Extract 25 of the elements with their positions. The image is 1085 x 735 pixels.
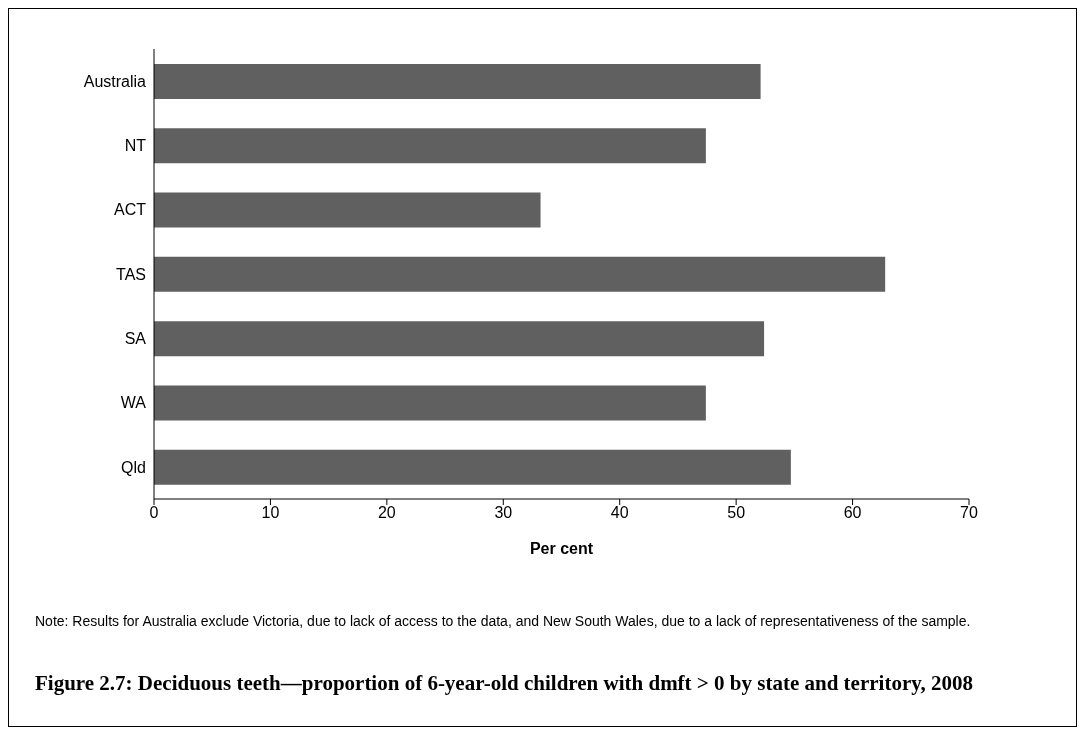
text: Note: Results for Australia exclude Victoria, due to lack of access to the data, and New South Wales, due to a lack of representativeness of the sample.	[35, 612, 972, 631]
x-tick-label: 30	[494, 504, 513, 522]
x-tick-label: 50	[727, 504, 746, 522]
y-tick-label: NT	[124, 137, 147, 155]
x-axis-title: Per cent	[529, 540, 594, 557]
bar	[154, 128, 706, 164]
x-tick-label: 10	[261, 504, 280, 522]
y-tick-label: Qld	[121, 458, 146, 476]
y-tick-label: SA	[124, 329, 147, 347]
bar	[154, 256, 886, 292]
x-tick-label: 60	[843, 504, 862, 522]
bar	[154, 385, 706, 421]
x-tick-label: 20	[377, 504, 396, 522]
bar	[154, 449, 791, 485]
y-tick-label: TAS	[116, 265, 146, 283]
x-tick-label: 70	[960, 504, 978, 522]
bar	[154, 321, 765, 357]
bar	[154, 64, 761, 99]
y-tick-label: WA	[120, 394, 147, 412]
text: Figure 2.7: Deciduous teeth—proportion of 6-year-old children with dmft > 0 by state and territory, 2008	[35, 671, 975, 695]
y-tick-label: ACT	[114, 201, 147, 219]
y-tick-label: Australia	[83, 72, 147, 90]
bar	[154, 192, 541, 228]
x-tick-label: 40	[610, 504, 629, 522]
x-tick-label: 0	[149, 504, 159, 522]
